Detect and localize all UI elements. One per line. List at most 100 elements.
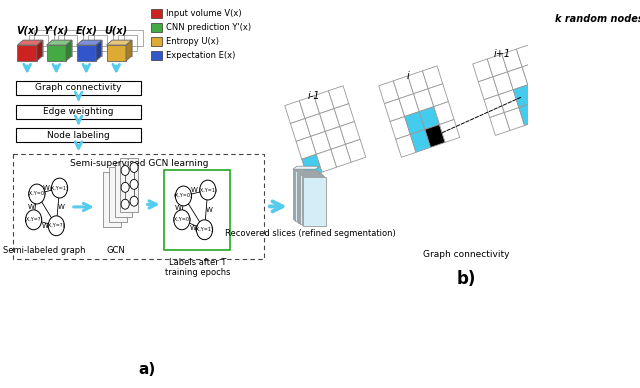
Polygon shape	[291, 119, 310, 141]
Text: V(x): V(x)	[16, 25, 38, 35]
Circle shape	[174, 210, 190, 230]
Polygon shape	[294, 170, 317, 220]
Polygon shape	[303, 177, 326, 226]
Text: Expectation E(x): Expectation E(x)	[166, 51, 235, 60]
Text: (X,Y=1): (X,Y=1)	[50, 185, 69, 191]
Text: W: W	[191, 187, 198, 193]
Text: Graph connectivity: Graph connectivity	[35, 83, 122, 92]
Polygon shape	[126, 40, 132, 61]
Text: i+1: i+1	[493, 49, 511, 59]
Polygon shape	[396, 134, 416, 157]
Polygon shape	[17, 45, 37, 61]
Polygon shape	[607, 63, 627, 86]
Text: (X,Y=0): (X,Y=0)	[172, 217, 191, 222]
Circle shape	[121, 166, 129, 175]
Polygon shape	[115, 163, 132, 217]
Polygon shape	[314, 91, 334, 114]
Polygon shape	[300, 96, 319, 119]
Polygon shape	[293, 166, 319, 169]
Polygon shape	[305, 114, 325, 137]
Polygon shape	[504, 107, 525, 130]
Polygon shape	[493, 72, 513, 95]
Text: (X,Y=0): (X,Y=0)	[174, 194, 193, 199]
Polygon shape	[37, 40, 42, 61]
Circle shape	[130, 163, 138, 172]
Polygon shape	[299, 174, 322, 223]
Text: (X,Y=?): (X,Y=?)	[24, 217, 43, 222]
Polygon shape	[484, 95, 504, 118]
Text: i-1: i-1	[308, 91, 320, 100]
Bar	[151, 23, 163, 32]
Circle shape	[121, 199, 129, 209]
Polygon shape	[328, 86, 349, 109]
Polygon shape	[340, 121, 360, 144]
Polygon shape	[334, 104, 355, 126]
Polygon shape	[422, 66, 443, 89]
Polygon shape	[301, 176, 324, 225]
Polygon shape	[581, 32, 602, 55]
Polygon shape	[298, 173, 321, 223]
Polygon shape	[578, 73, 598, 96]
Text: b): b)	[456, 270, 476, 288]
Polygon shape	[404, 112, 425, 134]
Polygon shape	[584, 91, 604, 114]
Bar	[16, 128, 141, 142]
Polygon shape	[379, 81, 399, 104]
Polygon shape	[508, 67, 528, 90]
Text: Edge weighting: Edge weighting	[44, 107, 114, 116]
Circle shape	[48, 216, 65, 236]
Polygon shape	[519, 103, 539, 125]
Polygon shape	[572, 55, 593, 78]
Bar	[13, 154, 264, 258]
Circle shape	[29, 184, 45, 204]
Polygon shape	[434, 102, 454, 125]
Text: Semi-supervised GCN learning: Semi-supervised GCN learning	[70, 159, 208, 168]
Polygon shape	[399, 94, 419, 116]
Polygon shape	[596, 27, 616, 50]
Polygon shape	[120, 158, 138, 212]
Polygon shape	[296, 171, 318, 221]
Text: W: W	[58, 204, 65, 210]
Polygon shape	[478, 77, 499, 100]
Polygon shape	[394, 76, 413, 99]
Text: Y'(x): Y'(x)	[44, 25, 69, 35]
Polygon shape	[106, 40, 132, 45]
Polygon shape	[410, 130, 431, 152]
Polygon shape	[516, 44, 537, 67]
Polygon shape	[331, 144, 351, 167]
Bar	[16, 105, 141, 119]
Polygon shape	[473, 59, 493, 82]
Polygon shape	[502, 49, 522, 72]
Polygon shape	[593, 68, 613, 91]
Polygon shape	[413, 89, 434, 112]
Text: Input volume V(x): Input volume V(x)	[166, 9, 241, 18]
Text: (X,Y=1): (X,Y=1)	[195, 227, 214, 232]
Circle shape	[51, 178, 68, 198]
Circle shape	[26, 210, 42, 230]
Text: Labels after T
training epochs: Labels after T training epochs	[164, 258, 230, 277]
Polygon shape	[487, 54, 508, 77]
Polygon shape	[613, 81, 633, 104]
Polygon shape	[77, 45, 96, 61]
Polygon shape	[310, 132, 331, 154]
Text: U(x): U(x)	[105, 25, 128, 35]
Bar	[151, 9, 163, 18]
Text: Entropy U(x): Entropy U(x)	[166, 37, 219, 46]
Bar	[164, 170, 230, 249]
Text: W: W	[190, 225, 196, 231]
Polygon shape	[325, 126, 346, 149]
Circle shape	[130, 179, 138, 189]
Polygon shape	[598, 86, 618, 109]
Text: (X,Y=0): (X,Y=0)	[28, 192, 46, 196]
Text: W: W	[175, 205, 182, 211]
Text: GCN: GCN	[107, 246, 125, 255]
Bar	[151, 51, 163, 60]
Text: (X,Y=1): (X,Y=1)	[198, 187, 217, 192]
Polygon shape	[419, 107, 440, 130]
Polygon shape	[627, 76, 640, 99]
Text: i: i	[406, 71, 409, 81]
Text: W: W	[28, 204, 35, 210]
Polygon shape	[106, 45, 126, 61]
Polygon shape	[66, 40, 72, 61]
Text: Recovered slices (refined segmentation): Recovered slices (refined segmentation)	[225, 229, 396, 238]
